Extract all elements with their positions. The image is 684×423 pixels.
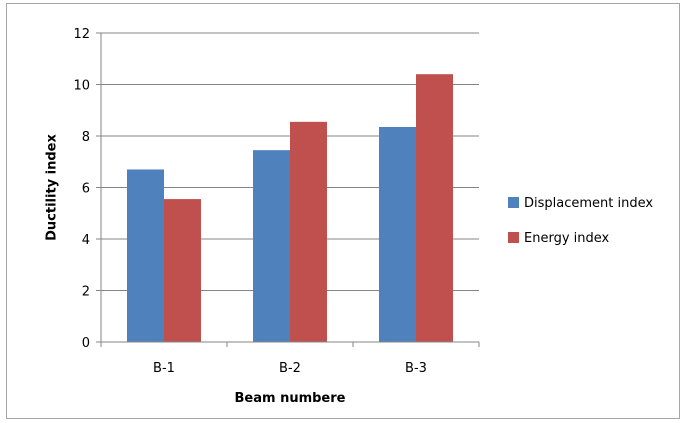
bar-energy-index-b-2 <box>290 121 327 343</box>
bar-energy-index-b-1 <box>164 199 201 342</box>
y-tick-label: 2 <box>82 285 90 300</box>
y-tick-label: 4 <box>82 233 90 248</box>
y-tick-label: 6 <box>82 182 90 197</box>
bar-energy-index-b-3 <box>416 74 453 342</box>
y-tick-label: 0 <box>82 336 90 351</box>
y-tick-label: 8 <box>82 130 90 145</box>
chart-frame <box>6 3 680 419</box>
bar-displacement-index-b-2 <box>253 150 290 342</box>
legend: Displacement index Energy index <box>508 196 653 246</box>
y-tick-label: 10 <box>73 79 90 94</box>
x-tick-label: B-2 <box>279 361 301 376</box>
x-axis-ticks: B-1 B-2 B-3 <box>100 342 480 376</box>
legend-swatch <box>508 197 519 208</box>
bar-displacement-index-b-3 <box>379 126 416 342</box>
legend-label: Displacement index <box>524 196 653 211</box>
bars <box>127 74 453 343</box>
y-axis-ticks: 0 2 4 6 8 10 12 <box>73 27 101 351</box>
y-axis-title: Ductility index <box>45 134 60 241</box>
bar-displacement-index-b-1 <box>127 169 164 342</box>
x-axis-title: Beam numbere <box>235 391 346 406</box>
legend-label: Energy index <box>524 231 610 246</box>
x-tick-label: B-3 <box>405 361 427 376</box>
y-tick-label: 12 <box>73 27 90 42</box>
legend-swatch <box>508 232 519 243</box>
x-tick-label: B-1 <box>153 361 175 376</box>
